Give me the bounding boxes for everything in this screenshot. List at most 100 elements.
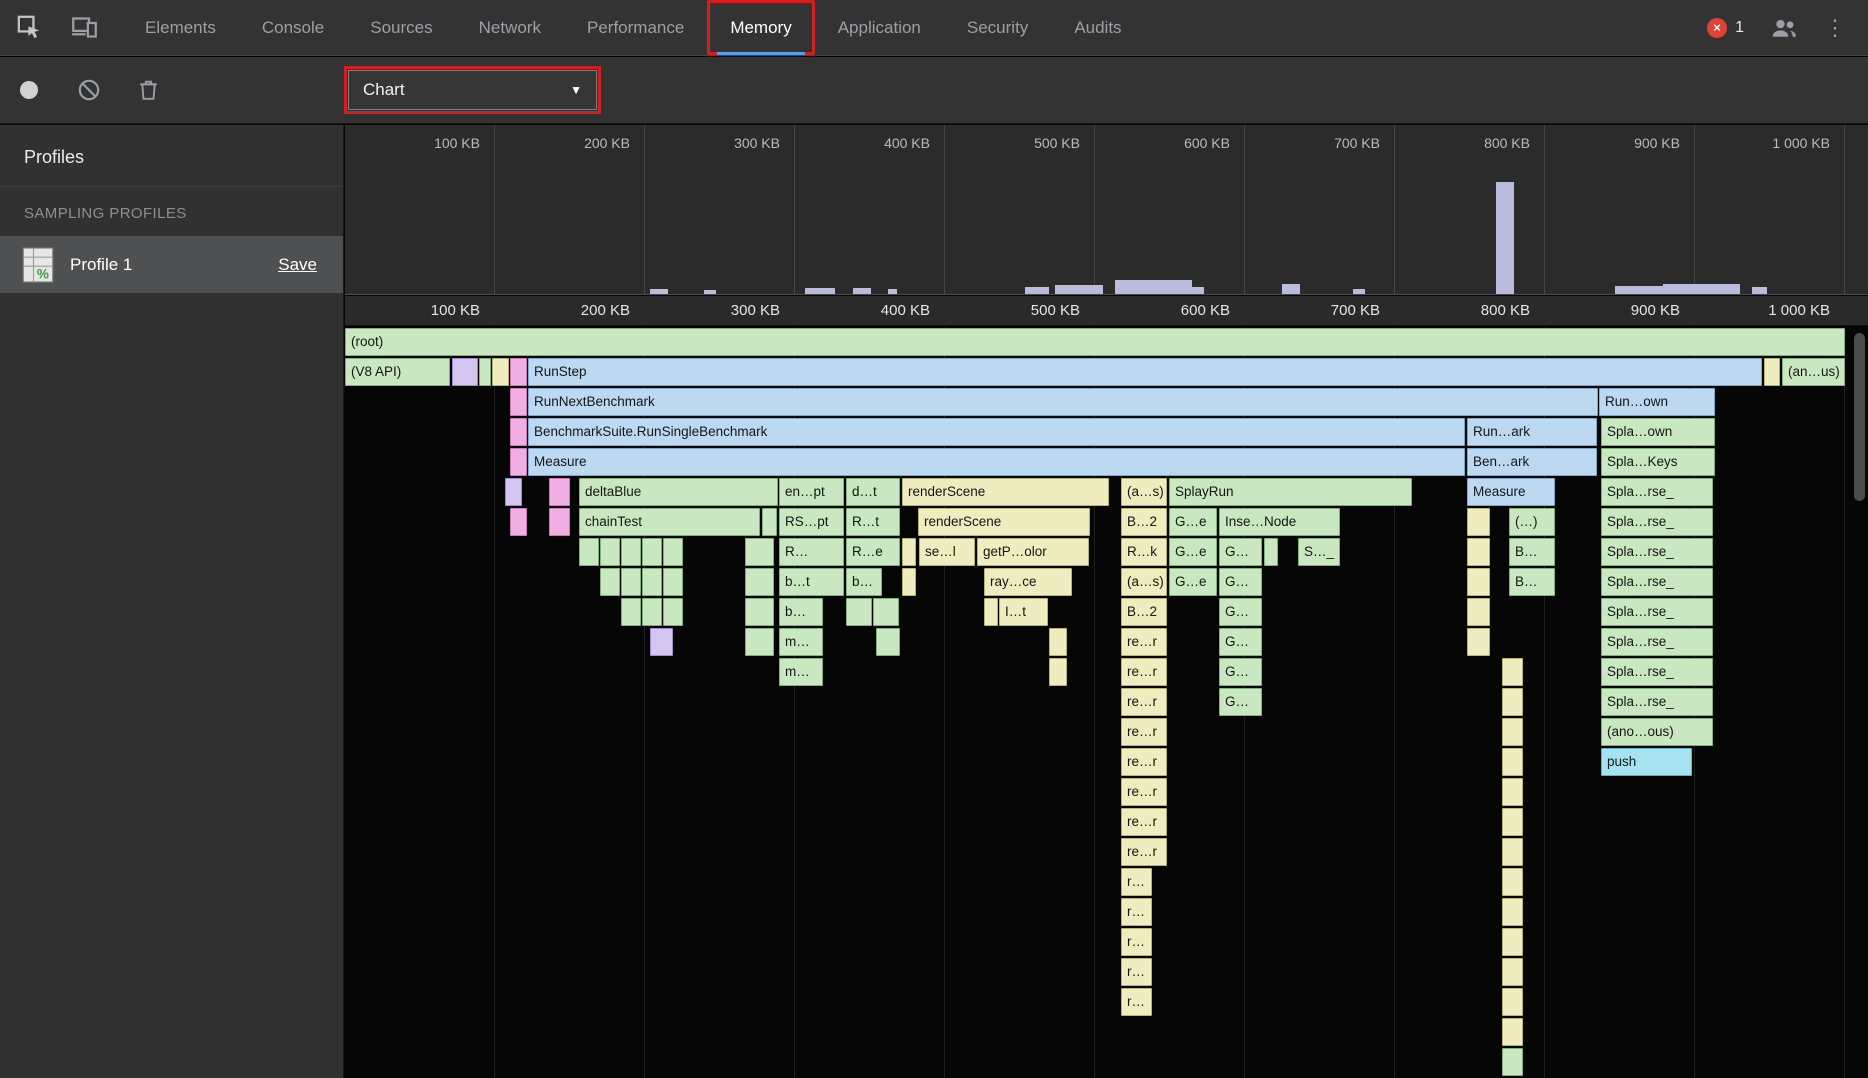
flame-node[interactable]: [984, 598, 998, 626]
flame-chart[interactable]: (root) (V8 API) RunStep (an…us) RunNextBench…: [345, 327, 1868, 1078]
flame-node[interactable]: BenchmarkSuite.RunSingleBenchmark: [528, 418, 1465, 446]
flame-node[interactable]: G…e: [1169, 508, 1217, 536]
flame-node[interactable]: [745, 598, 774, 626]
flame-node[interactable]: r…: [1121, 988, 1152, 1016]
flame-node[interactable]: [1049, 628, 1067, 656]
flame-node[interactable]: R…k: [1121, 538, 1167, 566]
flame-node[interactable]: [745, 538, 774, 566]
flame-node[interactable]: (V8 API): [345, 358, 450, 386]
vertical-scrollbar[interactable]: [1854, 333, 1865, 501]
tab-audits[interactable]: Audits: [1074, 17, 1122, 37]
tab-sources[interactable]: Sources: [370, 17, 433, 37]
flame-node[interactable]: [452, 358, 478, 386]
more-menu-icon[interactable]: ⋮: [1824, 14, 1846, 40]
flame-node[interactable]: [1502, 928, 1523, 956]
flame-node[interactable]: (a…s): [1121, 478, 1167, 506]
error-badge[interactable]: × 1: [1707, 17, 1744, 38]
flame-node[interactable]: B…2: [1121, 508, 1167, 536]
flame-node[interactable]: I…t: [999, 598, 1048, 626]
flame-node[interactable]: [1502, 1018, 1523, 1046]
flame-node[interactable]: [762, 508, 777, 536]
flame-node[interactable]: ray…ce: [984, 568, 1072, 596]
flame-node[interactable]: [642, 538, 662, 566]
flame-node[interactable]: [1467, 508, 1490, 536]
flame-node[interactable]: [663, 568, 683, 596]
flame-node[interactable]: re…r: [1121, 688, 1167, 716]
flame-node[interactable]: re…r: [1121, 658, 1167, 686]
flame-node[interactable]: Spla…rse_: [1601, 688, 1713, 716]
flame-node[interactable]: [1467, 598, 1490, 626]
flame-node[interactable]: [510, 388, 527, 416]
flame-node[interactable]: getP…olor: [977, 538, 1089, 566]
flame-node[interactable]: Run…own: [1599, 388, 1715, 416]
flame-node[interactable]: [510, 508, 527, 536]
flame-node[interactable]: [1467, 538, 1490, 566]
flame-node[interactable]: [510, 448, 527, 476]
flame-node[interactable]: renderScene: [918, 508, 1090, 536]
flame-node[interactable]: [1502, 988, 1523, 1016]
flame-node[interactable]: Ben…ark: [1467, 448, 1597, 476]
flame-node[interactable]: Spla…rse_: [1601, 508, 1713, 536]
flame-node[interactable]: [1049, 658, 1067, 686]
flame-node[interactable]: (an…us): [1782, 358, 1845, 386]
flame-node[interactable]: B…2: [1121, 598, 1167, 626]
flame-node[interactable]: Spla…Keys: [1601, 448, 1715, 476]
flame-node[interactable]: [1502, 688, 1523, 716]
flame-node[interactable]: r…: [1121, 868, 1152, 896]
flame-node[interactable]: b…: [846, 568, 882, 596]
flame-node[interactable]: G…e: [1169, 538, 1217, 566]
flame-node[interactable]: [846, 598, 872, 626]
flame-node[interactable]: S…_: [1298, 538, 1340, 566]
flame-node[interactable]: [510, 358, 527, 386]
flame-node[interactable]: [1502, 838, 1523, 866]
flame-node[interactable]: Spla…rse_: [1601, 628, 1713, 656]
flame-node[interactable]: G…: [1219, 538, 1262, 566]
tab-console[interactable]: Console: [261, 17, 325, 37]
flame-node[interactable]: Spla…rse_: [1601, 598, 1713, 626]
flame-node[interactable]: [1502, 958, 1523, 986]
flame-node[interactable]: [621, 568, 641, 596]
flame-node[interactable]: re…r: [1121, 808, 1167, 836]
flame-node[interactable]: [642, 568, 662, 596]
flame-node[interactable]: [1502, 778, 1523, 806]
flame-node[interactable]: [549, 478, 570, 506]
flame-node[interactable]: m…: [779, 628, 823, 656]
flame-node[interactable]: chainTest: [579, 508, 760, 536]
flame-node[interactable]: r…: [1121, 958, 1152, 986]
flame-node[interactable]: [650, 628, 673, 656]
flame-node[interactable]: [1502, 808, 1523, 836]
view-mode-select[interactable]: Chart ▼: [344, 66, 601, 114]
flame-node[interactable]: R…e: [846, 538, 900, 566]
flame-node[interactable]: Spla…rse_: [1601, 658, 1713, 686]
flame-node[interactable]: (…): [1509, 508, 1555, 536]
flame-node[interactable]: [902, 568, 916, 596]
flame-node[interactable]: (ano…ous): [1601, 718, 1713, 746]
inspect-icon[interactable]: [16, 14, 43, 41]
flame-node[interactable]: [600, 538, 620, 566]
flame-node[interactable]: [600, 568, 620, 596]
tab-application[interactable]: Application: [837, 17, 921, 37]
flame-node[interactable]: RunNextBenchmark: [528, 388, 1598, 416]
flame-node[interactable]: [745, 628, 774, 656]
flame-node[interactable]: se…l: [919, 538, 975, 566]
record-icon[interactable]: [20, 81, 38, 99]
flame-node[interactable]: d…t: [846, 478, 900, 506]
profile-item[interactable]: % Profile 1 Save: [0, 236, 343, 293]
flame-node[interactable]: G…: [1219, 658, 1262, 686]
flame-node[interactable]: m…: [779, 658, 823, 686]
flame-node[interactable]: G…: [1219, 628, 1262, 656]
flame-node[interactable]: re…r: [1121, 628, 1167, 656]
flame-node[interactable]: SplayRun: [1169, 478, 1412, 506]
save-link[interactable]: Save: [278, 254, 317, 274]
tab-elements[interactable]: Elements: [145, 17, 216, 37]
flame-node[interactable]: (root): [345, 328, 1845, 356]
flame-node[interactable]: [1502, 748, 1523, 776]
flame-node[interactable]: [621, 598, 641, 626]
flame-node[interactable]: RS…pt: [779, 508, 844, 536]
flame-node[interactable]: R…t: [846, 508, 900, 536]
flame-node[interactable]: [1467, 628, 1490, 656]
flame-node[interactable]: RunStep: [528, 358, 1762, 386]
tab-security[interactable]: Security: [966, 17, 1029, 37]
flame-node[interactable]: Spla…rse_: [1601, 568, 1713, 596]
flame-node[interactable]: [663, 538, 683, 566]
